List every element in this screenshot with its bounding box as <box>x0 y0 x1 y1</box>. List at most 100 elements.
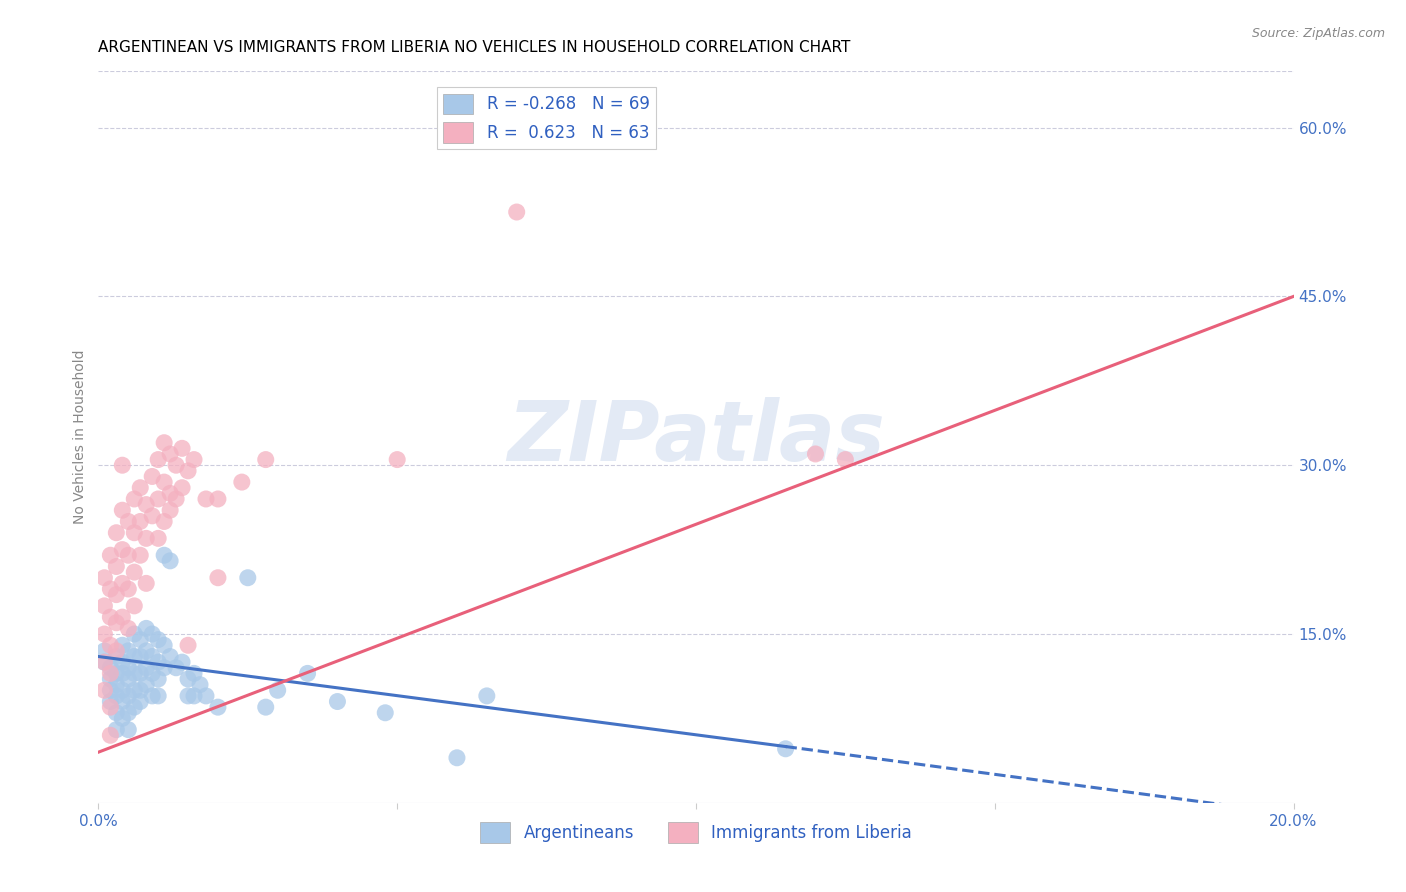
Point <box>105 689 128 703</box>
Point <box>172 481 194 495</box>
Point <box>148 689 170 703</box>
Point <box>254 700 277 714</box>
Point <box>98 700 122 714</box>
Point <box>135 644 157 658</box>
Point <box>775 741 797 756</box>
Legend: Argentineans, Immigrants from Liberia: Argentineans, Immigrants from Liberia <box>474 815 918 849</box>
Point <box>141 689 163 703</box>
Point <box>111 683 134 698</box>
Point <box>111 711 134 725</box>
Point <box>117 582 139 596</box>
Point <box>165 661 187 675</box>
Point <box>98 683 122 698</box>
Point <box>124 700 146 714</box>
Point <box>135 678 157 692</box>
Point <box>98 661 122 675</box>
Point <box>117 672 139 686</box>
Point <box>124 491 146 506</box>
Point <box>135 621 157 635</box>
Point <box>124 565 146 579</box>
Point <box>254 452 277 467</box>
Point <box>159 649 181 664</box>
Point <box>129 649 152 664</box>
Point <box>188 678 211 692</box>
Point <box>141 649 163 664</box>
Point <box>148 632 170 647</box>
Point <box>129 694 152 708</box>
Point <box>177 464 200 478</box>
Point <box>117 661 139 675</box>
Point <box>98 582 122 596</box>
Point <box>804 447 827 461</box>
Point <box>207 700 229 714</box>
Point <box>374 706 396 720</box>
Y-axis label: No Vehicles in Household: No Vehicles in Household <box>73 350 87 524</box>
Point <box>153 435 176 450</box>
Point <box>105 644 128 658</box>
Point <box>148 672 170 686</box>
Point <box>475 689 498 703</box>
Point <box>124 627 146 641</box>
Point <box>297 666 319 681</box>
Point <box>98 666 122 681</box>
Point <box>153 475 176 489</box>
Point <box>117 644 139 658</box>
Point <box>111 576 134 591</box>
Point <box>141 469 163 483</box>
Point <box>98 610 122 624</box>
Point <box>93 644 115 658</box>
Text: Source: ZipAtlas.com: Source: ZipAtlas.com <box>1251 27 1385 40</box>
Point <box>93 599 115 613</box>
Point <box>117 548 139 562</box>
Point <box>177 638 200 652</box>
Point <box>506 205 529 219</box>
Point <box>111 610 134 624</box>
Point <box>141 627 163 641</box>
Point <box>117 706 139 720</box>
Point <box>111 655 134 669</box>
Point <box>105 588 128 602</box>
Point <box>129 683 152 698</box>
Point <box>141 666 163 681</box>
Point <box>267 683 290 698</box>
Point <box>111 638 134 652</box>
Point <box>111 666 134 681</box>
Point <box>165 491 187 506</box>
Point <box>129 632 152 647</box>
Point <box>105 706 128 720</box>
Text: ARGENTINEAN VS IMMIGRANTS FROM LIBERIA NO VEHICLES IN HOUSEHOLD CORRELATION CHAR: ARGENTINEAN VS IMMIGRANTS FROM LIBERIA N… <box>98 40 851 55</box>
Point <box>153 661 176 675</box>
Point <box>165 458 187 473</box>
Point <box>183 666 205 681</box>
Point <box>105 678 128 692</box>
Point <box>834 452 856 467</box>
Point <box>159 503 181 517</box>
Point <box>326 694 349 708</box>
Point <box>148 655 170 669</box>
Point <box>183 452 205 467</box>
Point <box>117 723 139 737</box>
Point <box>135 661 157 675</box>
Text: ZIPatlas: ZIPatlas <box>508 397 884 477</box>
Point <box>129 481 152 495</box>
Point <box>105 649 128 664</box>
Point <box>177 689 200 703</box>
Point <box>93 655 115 669</box>
Point <box>124 666 146 681</box>
Point <box>117 621 139 635</box>
Point <box>105 723 128 737</box>
Point <box>141 508 163 523</box>
Point <box>117 689 139 703</box>
Point <box>129 515 152 529</box>
Point <box>124 599 146 613</box>
Point <box>111 503 134 517</box>
Point <box>117 515 139 529</box>
Point <box>111 694 134 708</box>
Point <box>105 559 128 574</box>
Point <box>153 548 176 562</box>
Point <box>105 615 128 630</box>
Point <box>135 498 157 512</box>
Point <box>148 532 170 546</box>
Point <box>98 694 122 708</box>
Point <box>93 571 115 585</box>
